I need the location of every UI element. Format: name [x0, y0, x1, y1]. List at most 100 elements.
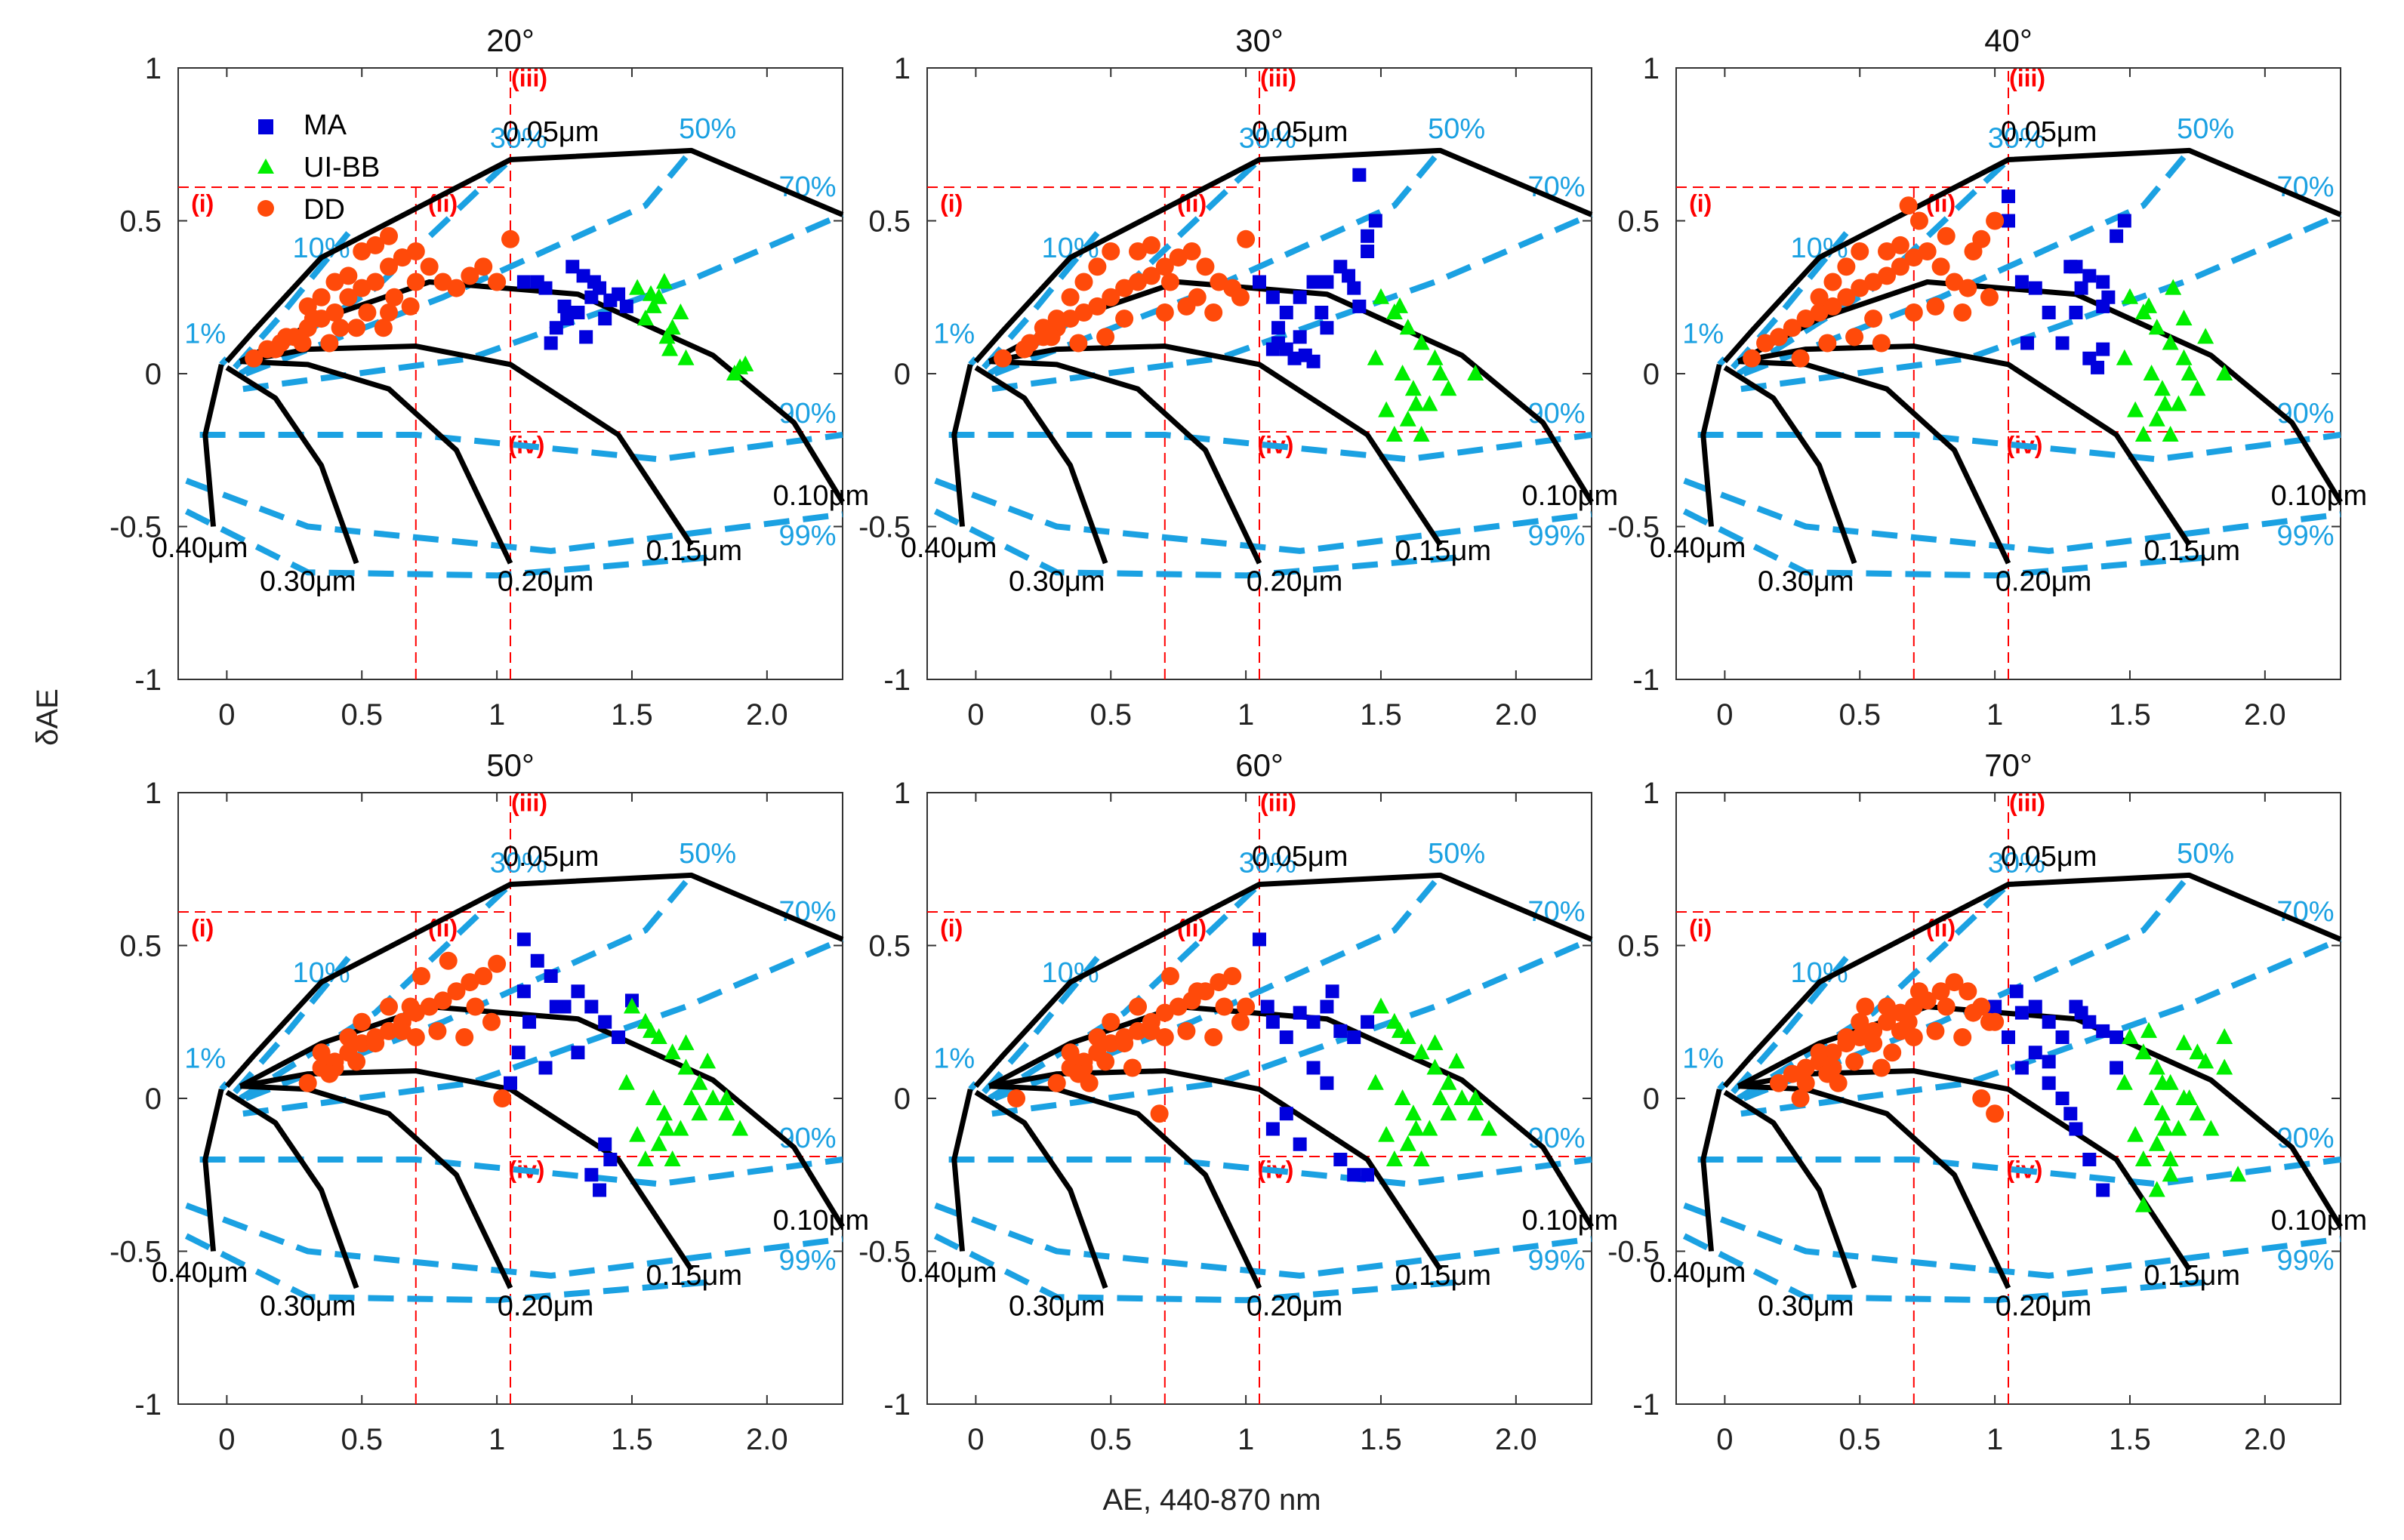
ma-point [1347, 281, 1361, 295]
fraction-curve [1737, 882, 2011, 1101]
uibb-point [1399, 410, 1416, 427]
ma-point [1368, 214, 1382, 228]
uibb-point [1440, 1073, 1457, 1090]
x-axis-label: AE, 440-870 nm [1102, 1483, 1321, 1517]
uibb-point [636, 310, 654, 326]
ma-point [530, 953, 544, 968]
y-tick-label: -1 [134, 1388, 162, 1421]
ma-point [1293, 330, 1307, 344]
dd-point [1791, 1089, 1810, 1107]
ma-point [1320, 999, 1334, 1014]
dd-point [1769, 328, 1788, 346]
ma-point [1265, 290, 1280, 304]
dd-point [488, 954, 507, 973]
y-tick-label: 0 [1643, 1083, 1660, 1116]
uibb-point [1426, 1058, 1444, 1075]
size-label: 0.10μm [773, 480, 870, 512]
ma-point [593, 1183, 607, 1197]
uibb-point [2175, 1034, 2193, 1051]
size-label: 0.30μm [1758, 1291, 1854, 1323]
fraction-label: 30% [490, 122, 547, 154]
uibb-point [1392, 297, 1409, 313]
size-curve [202, 1089, 224, 1252]
ma-point [504, 1076, 517, 1090]
dd-point [1791, 349, 1810, 368]
uibb-point [645, 297, 662, 313]
legend-uibb-label: UI-BB [304, 152, 380, 183]
fraction-curve [1683, 1203, 2341, 1279]
size-curve [1737, 343, 2192, 547]
uibb-point [1407, 395, 1425, 411]
fraction-curve [185, 478, 843, 554]
size-curve [225, 1089, 359, 1289]
size-label: 0.05μm [2001, 841, 2097, 873]
dd-point [420, 257, 439, 276]
uibb-point [2140, 297, 2158, 313]
uibb-point [2189, 1043, 2206, 1060]
fraction-label: 50% [679, 838, 736, 870]
fraction-curve [199, 432, 843, 463]
dd-point [1909, 211, 1928, 230]
dd-point [331, 319, 350, 337]
dd-point [1007, 1089, 1026, 1107]
uibb-point [1448, 1052, 1466, 1069]
dd-point [1904, 997, 1923, 1016]
size-curve [973, 147, 1593, 364]
dd-point [466, 997, 485, 1016]
uibb-point [2148, 1135, 2165, 1151]
dd-point [1129, 997, 1148, 1016]
uibb-point [1413, 1150, 1430, 1166]
dd-point [339, 266, 358, 285]
dd-point [1080, 1073, 1099, 1092]
ma-point [2096, 342, 2110, 356]
size-label: 0.10μm [773, 1205, 870, 1237]
panel-title: 70° [1984, 747, 2033, 783]
dd-point [1102, 1012, 1120, 1031]
ma-point [2074, 281, 2088, 295]
size-label: 0.30μm [260, 1291, 356, 1323]
dd-point [1980, 288, 1999, 306]
size-curve [1722, 872, 2342, 1089]
fraction-label: 90% [1527, 1123, 1585, 1154]
ma-point [1265, 1015, 1280, 1029]
dd-point [1926, 1021, 1945, 1040]
size-curve [951, 1089, 973, 1252]
uibb-point [2156, 395, 2174, 411]
ma-point [544, 969, 558, 983]
y-tick-label: 0.5 [119, 930, 162, 963]
ma-point [516, 275, 531, 289]
region-label: (iii) [511, 789, 547, 816]
ma-point [1253, 275, 1266, 289]
uibb-point [664, 1150, 681, 1166]
ma-point [2110, 1030, 2124, 1044]
uibb-point [2148, 1058, 2165, 1075]
dd-point [380, 1021, 399, 1040]
uibb-point [2127, 401, 2144, 417]
size-curve [989, 1083, 1262, 1289]
uibb-point [2230, 1166, 2247, 1182]
fraction-curve [239, 882, 513, 1101]
fraction-curve [948, 432, 1592, 463]
region-label: (i) [940, 189, 963, 217]
fraction-curve [933, 508, 1462, 579]
dd-point [1160, 967, 1179, 985]
dd-point [1115, 310, 1134, 328]
dd-point [1945, 973, 1964, 992]
dd-point [1102, 288, 1120, 306]
uibb-point [699, 1052, 717, 1069]
uibb-point [732, 1120, 749, 1136]
ma-point [2074, 1006, 2088, 1020]
dd-point [1864, 273, 1883, 291]
ma-point [2028, 1046, 2042, 1060]
size-label: 0.40μm [1650, 1257, 1746, 1289]
dd-point [385, 288, 404, 306]
dd-point [1986, 1104, 2005, 1123]
panel-6: 0 0.5 1 1.5 2.010.50-0.5-170°(i) (ii)(iii)(iv… [1607, 747, 2367, 1456]
uibb-point [655, 1104, 673, 1121]
ma-point [1265, 342, 1280, 356]
ma-point [612, 1030, 626, 1044]
ma-point [549, 321, 563, 335]
dd-point [312, 288, 331, 306]
dd-point [1155, 257, 1174, 276]
panel-title: 50° [486, 747, 535, 783]
